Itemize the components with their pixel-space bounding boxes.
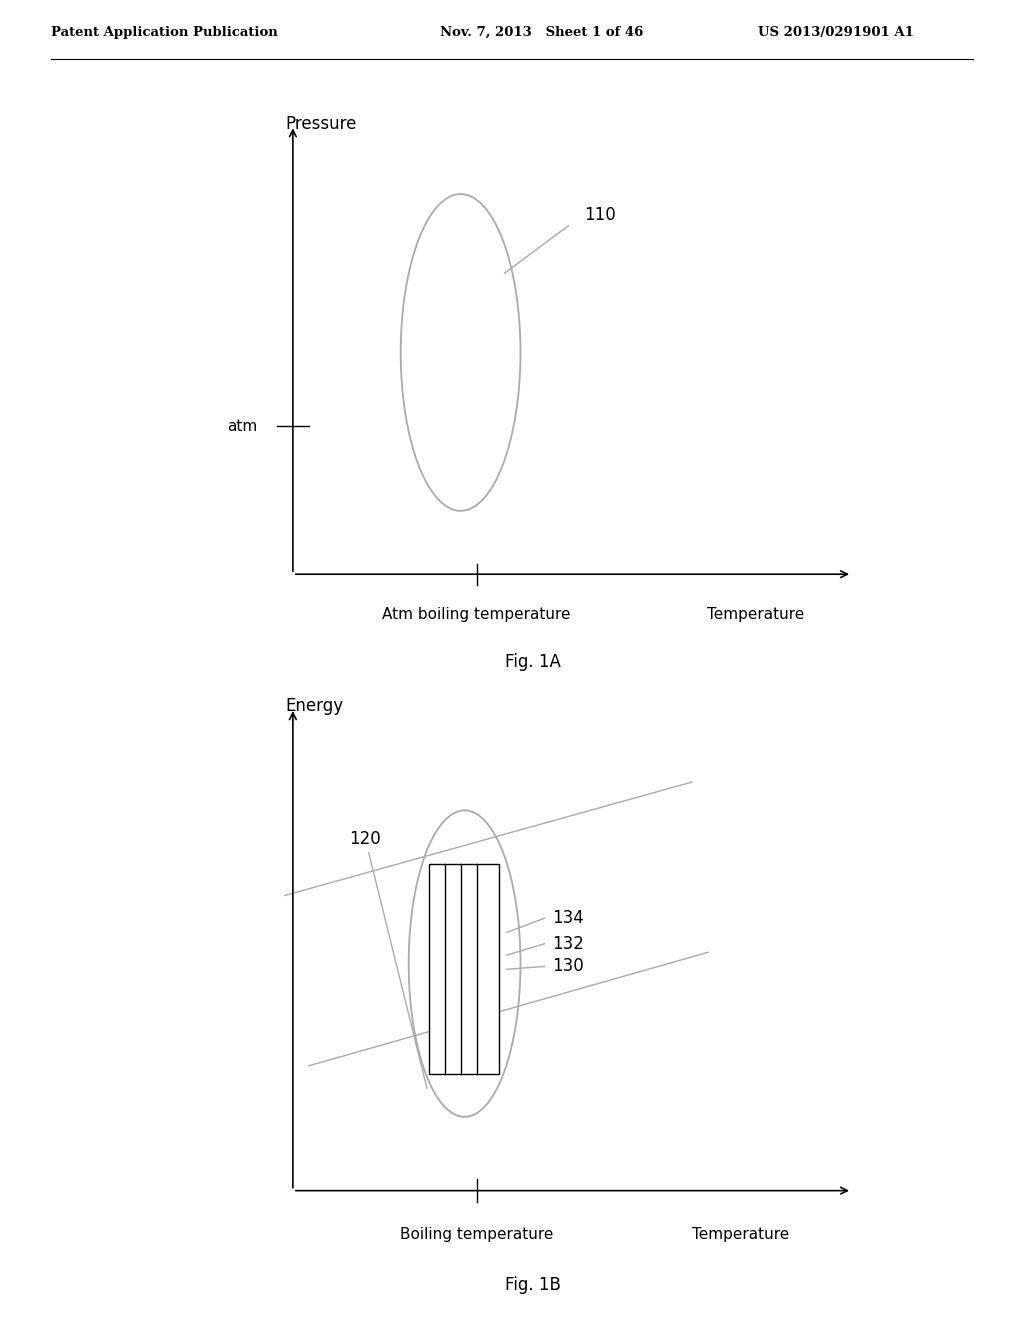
Text: Nov. 7, 2013   Sheet 1 of 46: Nov. 7, 2013 Sheet 1 of 46 [440,26,644,40]
Text: Pressure: Pressure [285,115,356,133]
Text: Fig. 1B: Fig. 1B [505,1275,560,1294]
Text: Temperature: Temperature [708,607,805,622]
Text: Patent Application Publication: Patent Application Publication [51,26,278,40]
Text: 120: 120 [349,830,381,847]
Text: Fig. 1A: Fig. 1A [505,653,560,672]
Text: Atm boiling temperature: Atm boiling temperature [382,607,570,622]
Text: 134: 134 [553,909,585,927]
Text: US 2013/0291901 A1: US 2013/0291901 A1 [758,26,913,40]
Text: Energy: Energy [285,697,343,715]
Bar [429,865,499,1074]
Text: Boiling temperature: Boiling temperature [400,1226,553,1242]
Text: 132: 132 [553,935,585,953]
Text: 110: 110 [585,206,616,224]
Text: atm: atm [226,418,257,434]
Text: Temperature: Temperature [691,1226,788,1242]
Text: 130: 130 [553,957,585,975]
